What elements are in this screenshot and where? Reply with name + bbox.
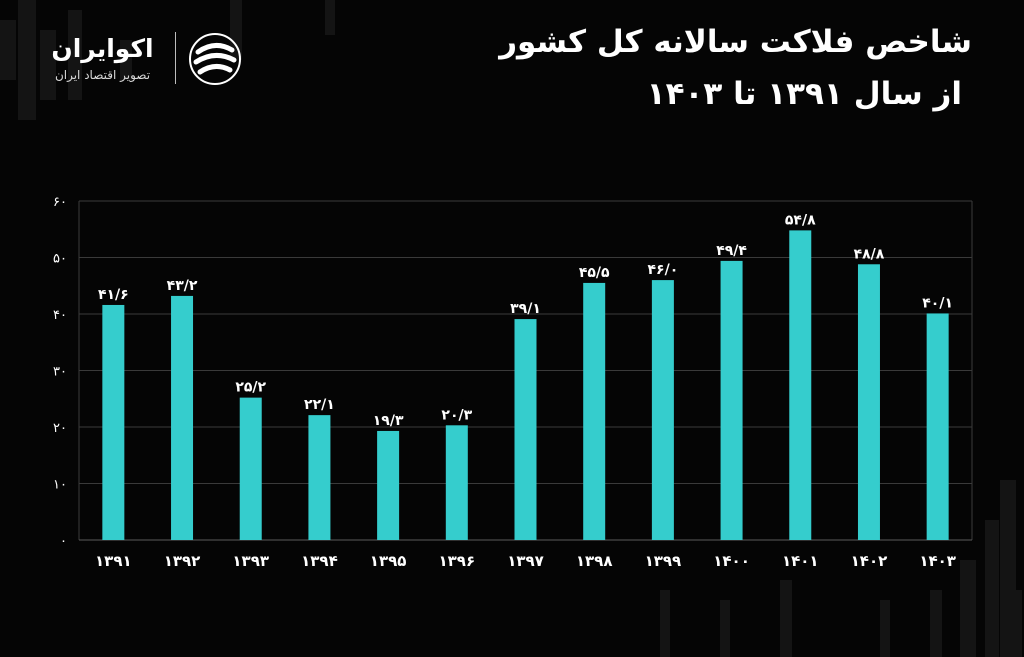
bar (239, 397, 262, 540)
y-tick-label: ۲۰ (53, 421, 67, 436)
bg-candle (0, 20, 16, 80)
x-tick-label: ۱۳۹۸ (576, 552, 613, 570)
y-tick-label: ۱۰ (53, 478, 67, 493)
bg-candle (68, 10, 82, 100)
bar-value-label: ۴۵/۵ (579, 265, 610, 281)
bg-candle (780, 580, 792, 657)
brand-mark-icon (189, 33, 241, 85)
bar (857, 264, 880, 540)
x-tick-label: ۱۳۹۲ (164, 552, 201, 570)
bar (789, 230, 812, 540)
x-tick-label: ۱۳۹۳ (232, 552, 269, 570)
bar (720, 260, 743, 540)
x-tick-label: ۱۳۹۵ (370, 552, 407, 570)
bar-value-label: ۳۹/۱ (510, 301, 541, 317)
bar-value-label: ۴۹/۴ (716, 243, 747, 259)
brand-name: اکوایران (51, 34, 154, 63)
x-tick-label: ۱۳۹۹ (645, 552, 682, 570)
brand-logo: اکوایران تصویر اقتصاد ایران (36, 30, 246, 90)
x-tick-label: ۱۳۹۷ (507, 552, 544, 570)
y-tick-label: ۵۰ (53, 252, 67, 267)
chart-title-line2: از سال ۱۳۹۱ تا ۱۴۰۳ (646, 76, 962, 112)
y-tick-label: ۴۰ (53, 308, 67, 323)
bar-value-label: ۴۱/۶ (98, 287, 129, 303)
bar-value-label: ۵۴/۸ (785, 212, 816, 228)
bar-value-label: ۲۰/۳ (441, 407, 472, 423)
bar-value-label: ۴۰/۱ (922, 295, 953, 311)
bar-value-label: ۴۶/۰ (648, 262, 679, 278)
x-tick-label: ۱۳۹۱ (95, 552, 132, 570)
bar-value-label: ۱۹/۳ (373, 413, 404, 429)
bg-candle (325, 0, 335, 35)
y-tick-label: ۶۰ (53, 195, 67, 210)
brand-tagline: تصویر اقتصاد ایران (54, 68, 151, 82)
bg-candle (120, 40, 132, 80)
x-tick-label: ۱۳۹۴ (301, 552, 338, 570)
bg-candle (660, 590, 670, 657)
brand-divider (175, 32, 176, 84)
chart-title-line1: شاخص فلاکت سالانه کل کشور (499, 24, 972, 60)
bar-value-label: ۴۳/۲ (167, 278, 198, 294)
bg-candle (230, 0, 242, 60)
bar (583, 282, 606, 540)
bg-candle (40, 30, 56, 100)
bar-value-label: ۴۸/۸ (854, 246, 885, 262)
bg-candle (18, 0, 36, 120)
bg-candle (1010, 590, 1022, 657)
x-tick-label: ۱۴۰۲ (851, 552, 888, 570)
x-tick-label: ۱۴۰۳ (919, 552, 956, 570)
bar (926, 313, 949, 540)
bg-candle (880, 600, 890, 657)
x-tick-label: ۱۳۹۶ (438, 552, 475, 570)
x-tick-label: ۱۴۰۱ (782, 552, 819, 570)
bar (377, 430, 400, 540)
bar-value-label: ۲۲/۱ (304, 397, 335, 413)
bg-candle (720, 600, 730, 657)
bar (308, 415, 331, 540)
x-tick-label: ۱۴۰۰ (713, 552, 750, 570)
bar-value-label: ۲۵/۲ (235, 380, 266, 396)
bg-candle (960, 560, 976, 657)
y-tick-label: ۰ (60, 534, 67, 549)
bar (171, 295, 194, 540)
bg-candle (930, 590, 942, 657)
bg-candle (985, 520, 999, 657)
y-tick-label: ۳۰ (53, 365, 67, 380)
bar (651, 280, 674, 540)
bar (102, 304, 125, 540)
bar (514, 319, 537, 540)
bar (445, 425, 468, 540)
